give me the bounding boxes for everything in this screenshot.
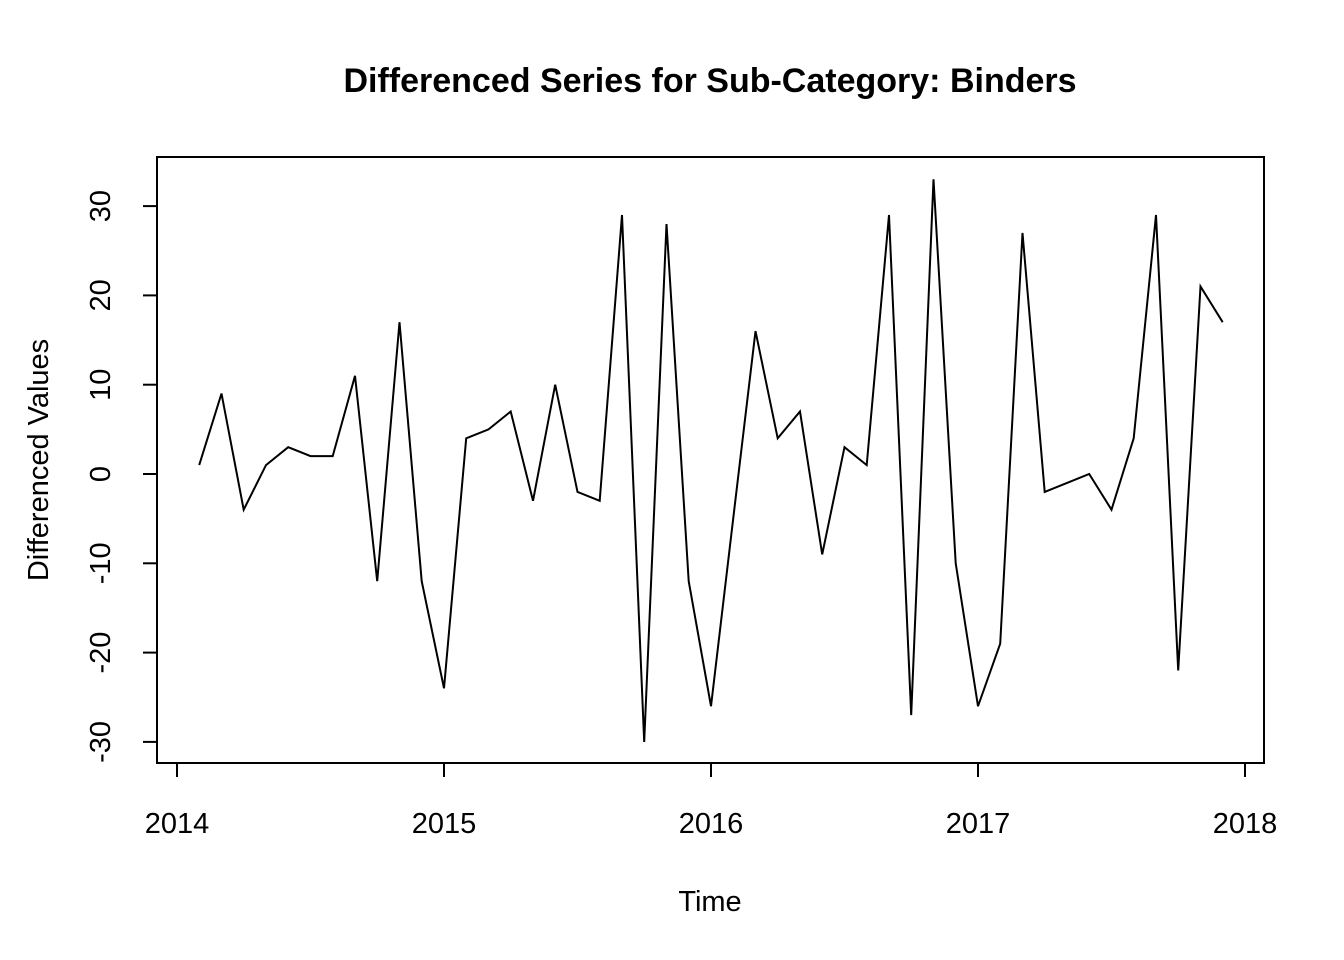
y-axis: -30 -20 -10 0 10 20 30: [85, 190, 158, 763]
x-tick-label: 2016: [679, 808, 744, 840]
x-axis: 2014 2015 2016 2017 2018: [145, 762, 1278, 840]
y-tick-label: -10: [85, 542, 117, 584]
series-line: [198, 179, 1224, 742]
y-tick-label: -30: [85, 721, 117, 763]
chart-title: Differenced Series for Sub-Category: Bin…: [343, 62, 1076, 100]
y-tick-label: 30: [85, 190, 117, 222]
x-tick-label: 2018: [1213, 808, 1278, 840]
y-tick-label: 0: [85, 466, 117, 482]
x-axis-label: Time: [678, 886, 741, 918]
x-tick-label: 2014: [145, 808, 210, 840]
y-tick-label: 20: [85, 279, 117, 311]
x-tick-label: 2017: [946, 808, 1011, 840]
x-tick-label: 2015: [412, 808, 477, 840]
y-axis-label: Differenced Values: [23, 339, 55, 581]
y-tick-label: 10: [85, 369, 117, 401]
plot-frame: [156, 156, 1265, 764]
y-tick-label: -20: [85, 632, 117, 674]
